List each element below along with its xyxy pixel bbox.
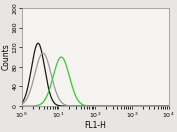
X-axis label: FL1-H: FL1-H	[84, 121, 106, 130]
Y-axis label: Counts: Counts	[2, 44, 11, 70]
